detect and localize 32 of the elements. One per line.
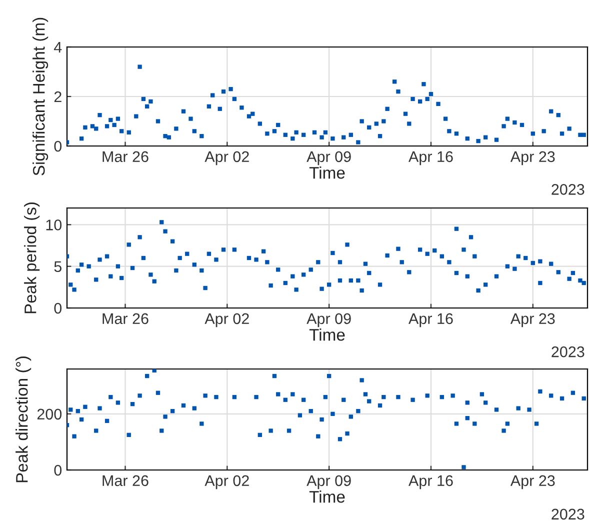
- x-tick-label: Mar 26: [102, 475, 148, 486]
- x-tick-label: Apr 09: [306, 151, 351, 166]
- text: 2023: [552, 184, 584, 195]
- y-axis-title: Peak direction (°): [16, 356, 32, 482]
- y-tick-label: 0: [54, 302, 62, 314]
- text: 2023: [552, 508, 584, 520]
- text: 2023: [552, 346, 584, 358]
- x-tick-label: Mar 26: [102, 313, 148, 324]
- y-axis-title: Significant Height (m): [32, 18, 48, 176]
- x-axis-title: Time: [309, 328, 345, 341]
- x-tick-label: Mar 26: [102, 151, 148, 162]
- x-tick-label: Apr 16: [408, 151, 453, 166]
- x-tick-label: Apr 23: [510, 475, 555, 490]
- x-tick-label: Apr 02: [204, 151, 249, 166]
- x-tick-label: Apr 09: [306, 475, 351, 490]
- y-tick-label: 0: [54, 464, 62, 476]
- x-tick-label: Apr 23: [510, 313, 555, 328]
- x-axis-title: Time: [309, 490, 345, 503]
- y-tick-label: 2: [54, 91, 62, 102]
- y-tick-label: 5: [54, 261, 62, 272]
- x-tick-label: Apr 02: [204, 313, 249, 328]
- x-tick-label: Apr 16: [408, 313, 453, 328]
- y-tick-label: 10: [46, 220, 62, 230]
- x-tick-label: Apr 09: [306, 313, 351, 328]
- y-tick-label: 200: [37, 408, 62, 420]
- x-tick-label: Apr 23: [510, 151, 555, 166]
- x-axis-title: Time: [309, 166, 345, 179]
- y-tick-label: 0: [54, 140, 62, 152]
- x-tick-label: Apr 16: [408, 475, 453, 490]
- y-axis-title: Peak period (s): [24, 202, 40, 314]
- x-tick-label: Apr 02: [204, 475, 249, 490]
- y-tick-label: 4: [54, 42, 62, 53]
